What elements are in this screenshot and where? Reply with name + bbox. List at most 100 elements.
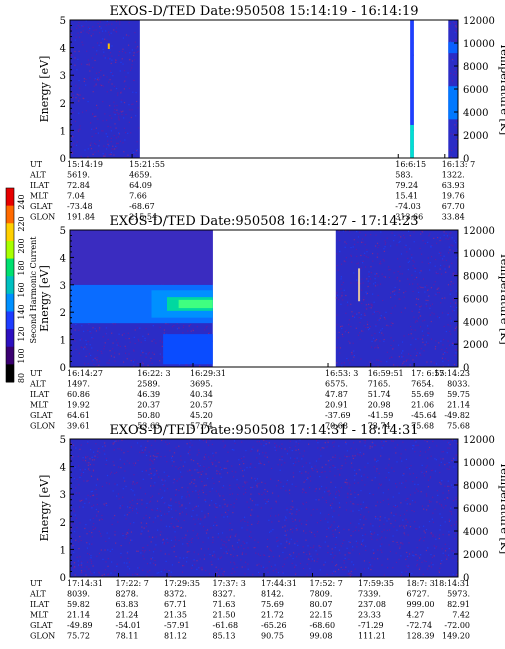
row-value: 85.13 <box>213 632 236 641</box>
y2-tick-label: 8000 <box>463 481 488 492</box>
colorbar-tick-label: 140 <box>17 304 26 319</box>
y-tick-label: 1 <box>60 336 66 347</box>
row-value: 78.11 <box>116 632 139 641</box>
row-value: 20.98 <box>368 401 391 410</box>
panel-1: EXOS-D/TED Date:950508 15:14:19 - 16:14:… <box>29 4 505 222</box>
intensity-band <box>163 334 213 365</box>
colorbar-segment <box>6 346 14 365</box>
row-value: 21.06 <box>411 401 434 410</box>
y2-tick-label: 2000 <box>463 131 488 142</box>
y-tick-label: 5 <box>60 435 66 446</box>
y-tick-label: 3 <box>60 71 66 82</box>
row-value: 17:59:35 <box>358 579 394 588</box>
row-label-mlt: MLT <box>30 192 49 201</box>
row-value: -41.59 <box>368 411 394 420</box>
row-value: 1497. <box>67 380 90 389</box>
intensity-band <box>448 86 458 120</box>
row-value: 191.84 <box>67 213 95 222</box>
y-tick-label: 2 <box>60 518 66 529</box>
row-value: 8033. <box>447 380 470 389</box>
y-tick-label: 5 <box>60 226 66 237</box>
row-value: 90.75 <box>261 632 284 641</box>
row-value: 20.57 <box>190 401 213 410</box>
y-tick-label: 5 <box>60 16 66 27</box>
row-label-glon: GLON <box>30 213 55 222</box>
spectrogram-noise <box>70 20 140 158</box>
row-value: 63.83 <box>116 600 139 609</box>
y-tick-label: 2 <box>60 99 66 110</box>
row-value: -71.29 <box>358 621 384 630</box>
y-tick-label: 0 <box>60 363 66 374</box>
row-value: 8039. <box>67 590 90 599</box>
row-value: 75.68 <box>411 422 434 431</box>
row-label-alt: ALT <box>29 171 46 180</box>
panel-title: EXOS-D/TED Date:950508 16:14:27 - 17:14:… <box>109 214 418 229</box>
panel-2: EXOS-D/TED Date:950508 16:14:27 - 17:14:… <box>29 214 505 431</box>
row-value: 7809. <box>310 590 333 599</box>
row-value: 21.14 <box>447 401 470 410</box>
row-value: -68.60 <box>310 621 336 630</box>
row-value: 6575. <box>325 380 348 389</box>
row-value: 8142. <box>261 590 284 599</box>
row-value: 18:7: 3 <box>407 579 435 588</box>
row-value: -37.69 <box>325 411 351 420</box>
y2-tick-label: 2000 <box>463 340 488 351</box>
row-value: 19.92 <box>67 401 90 410</box>
data-span <box>335 230 458 367</box>
row-value: -74.03 <box>395 202 421 211</box>
row-value: 23.33 <box>358 611 381 620</box>
row-value: 19.76 <box>442 192 465 201</box>
row-value: 7.66 <box>129 192 147 201</box>
colorbar: 240 220 200 180 160 140 120 100 80 Second Harmoni… <box>5 187 38 383</box>
spectrogram-noise <box>70 439 459 578</box>
row-value: 1322. <box>442 171 465 180</box>
row-value: 45.20 <box>190 411 213 420</box>
colorbar-segment <box>6 329 14 348</box>
panel-title: EXOS-D/TED Date:950508 15:14:19 - 16:14:… <box>109 4 418 19</box>
row-label-ut: UT <box>30 369 43 378</box>
row-value: 21.24 <box>116 611 139 620</box>
intensity-band <box>448 42 458 54</box>
row-value: 999.00 <box>407 600 435 609</box>
row-label-ilat: ILAT <box>30 600 50 609</box>
row-value: 75.72 <box>67 632 90 641</box>
row-value: 149.20 <box>442 632 470 641</box>
y2-tick-label: 12000 <box>463 435 495 446</box>
row-label-mlt: MLT <box>30 401 49 410</box>
row-value: -72.00 <box>444 621 470 630</box>
row-value: 55.69 <box>411 390 434 399</box>
row-value: -73.48 <box>67 202 93 211</box>
row-value: 21.14 <box>67 611 90 620</box>
y-axis-label: Energy [eV] <box>38 265 51 332</box>
y-tick-label: 4 <box>60 44 66 55</box>
colorbar-segment <box>6 293 14 312</box>
row-value: 20.37 <box>137 401 160 410</box>
y-axis-label: Energy [eV] <box>38 475 51 542</box>
y2-tick-label: 4000 <box>463 317 488 328</box>
row-value: 16:14:27 <box>67 369 103 378</box>
row-value: 5619. <box>67 171 90 180</box>
row-value: 67.70 <box>442 202 465 211</box>
colorbar-tick-label: 220 <box>17 216 26 231</box>
row-value: 70.68 <box>325 422 348 431</box>
y2-tick-label: 10000 <box>463 39 495 50</box>
row-label-glon: GLON <box>30 632 55 641</box>
row-value: 72.84 <box>67 181 90 190</box>
row-value: 21.72 <box>261 611 284 620</box>
data-span <box>70 439 458 577</box>
row-value: -45.64 <box>411 411 437 420</box>
y-tick-label: 1 <box>60 545 66 556</box>
y2-tick-label: 6000 <box>463 295 488 306</box>
row-value: 79.24 <box>395 181 418 190</box>
colorbar-tick-label: 100 <box>17 348 26 363</box>
row-value: -54.01 <box>116 621 142 630</box>
row-label-glat: GLAT <box>30 202 53 211</box>
row-value: 17:37: 3 <box>213 579 246 588</box>
row-value: 40.34 <box>190 390 213 399</box>
y2-tick-label: 4000 <box>463 108 488 119</box>
row-value: 39.61 <box>67 422 90 431</box>
y-tick-label: 3 <box>60 490 66 501</box>
row-value: 81.12 <box>164 632 187 641</box>
row-value: 16:22: 3 <box>137 369 170 378</box>
row-value: 17:44:31 <box>261 579 297 588</box>
